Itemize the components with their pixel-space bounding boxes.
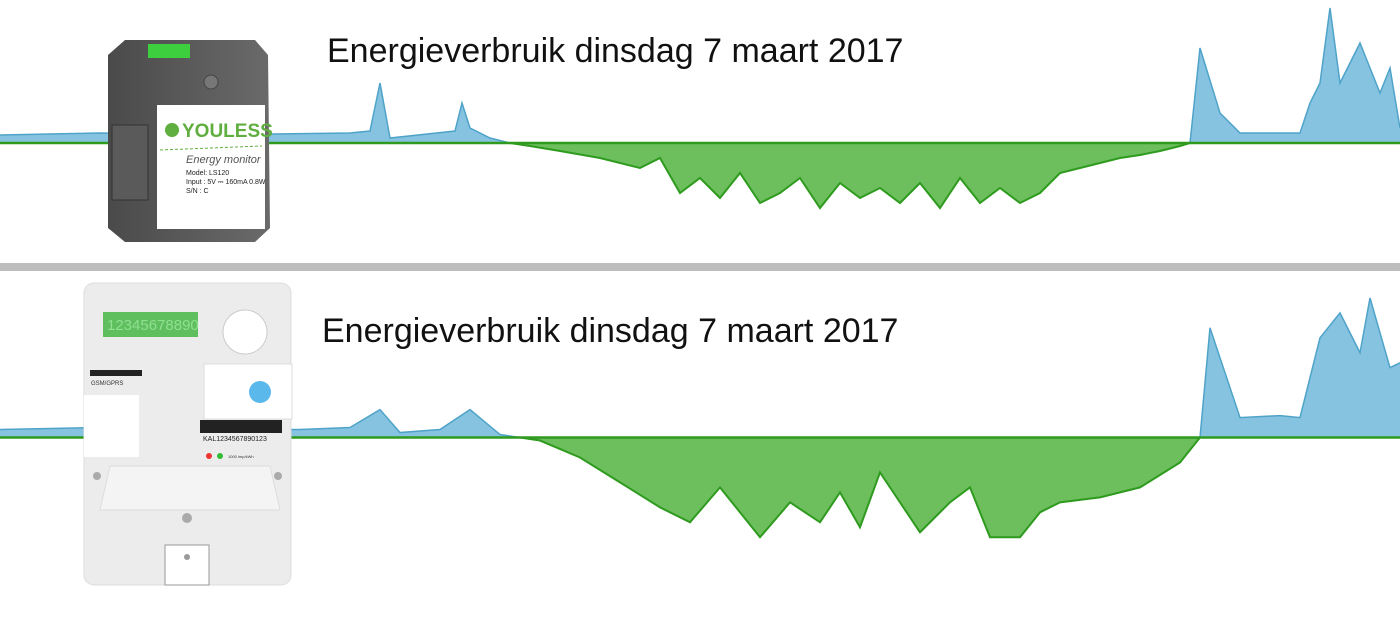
device-input: Input : 5V ⎓ 160mA 0.8W <box>186 179 266 186</box>
divider <box>0 263 1400 271</box>
device-model: Model: LS120 <box>186 170 229 177</box>
display-digits: 12345678890 <box>107 317 199 334</box>
brand: YOULESS <box>182 121 273 142</box>
device-button <box>148 44 190 58</box>
line-positive <box>0 297 1400 438</box>
smart-meter: 12345678890 GSM/GPRS KAL1234567890123 10… <box>83 282 293 586</box>
meter-display <box>103 312 198 337</box>
label-rule <box>159 145 263 151</box>
meter-button <box>249 381 271 403</box>
meter-socket <box>222 309 268 355</box>
screw <box>274 472 282 480</box>
area-negative <box>0 143 1400 208</box>
screw <box>184 554 190 560</box>
logo-leaf <box>165 123 179 137</box>
chart-title: Energieverbruik dinsdag 7 maart 2017 <box>327 32 903 70</box>
device-port <box>111 124 149 201</box>
device-led <box>203 74 219 90</box>
meter-barcode-small <box>90 370 142 376</box>
led-green <box>217 453 223 459</box>
chart-title: Energieverbruik dinsdag 7 maart 2017 <box>322 312 898 350</box>
screw <box>93 472 101 480</box>
meter-module <box>203 363 293 420</box>
meter-terminal <box>164 544 210 586</box>
screw <box>182 513 192 523</box>
meter-serial: KAL1234567890123 <box>203 436 267 443</box>
device-sn: S/N : C <box>186 188 209 195</box>
meter-pulse: 1000 imp/kWh <box>228 454 254 459</box>
youless-device: YOULESS Energy monitor Model: LS120 Inpu… <box>108 40 273 242</box>
line-negative <box>513 437 1202 539</box>
meter-network: GSM/GPRS <box>91 381 123 387</box>
meter-barcode <box>200 420 282 433</box>
line-negative <box>505 143 1192 210</box>
led-red <box>206 453 212 459</box>
meter-cover <box>99 465 281 511</box>
area-positive <box>0 297 1400 438</box>
line-positive <box>0 7 1400 143</box>
device-subtitle: Energy monitor <box>186 154 262 166</box>
meter-tab <box>84 395 139 457</box>
area-negative <box>0 437 1400 538</box>
